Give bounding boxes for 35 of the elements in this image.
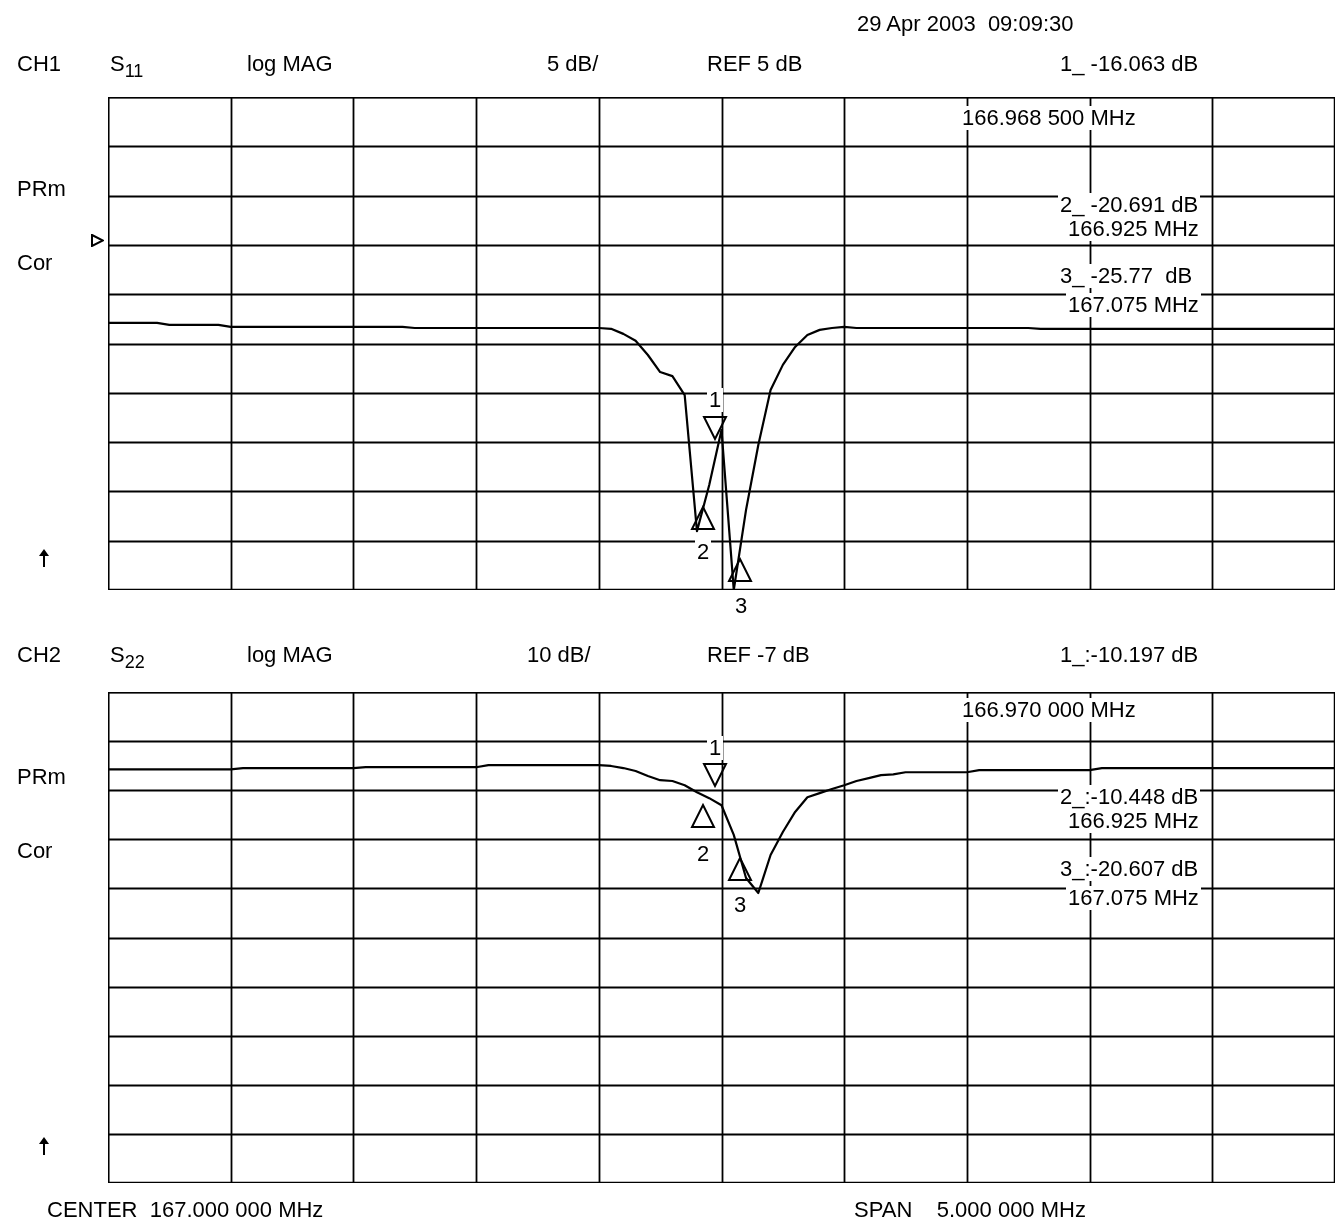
text: 166.925 MHz — [1066, 216, 1201, 241]
text: SPAN 5.000 000 MHz — [852, 1197, 1088, 1222]
text: REF 5 dB — [705, 51, 805, 76]
text: S$_{11}$ — [109, 51, 145, 81]
text: 1 — [707, 735, 724, 760]
text: 2_ -20.691 dB — [1058, 192, 1201, 217]
text: S$_{22}$ — [109, 642, 146, 672]
text: Cor — [15, 250, 55, 275]
text: 5 dB/ — [545, 51, 601, 76]
text: PRm — [15, 176, 68, 201]
annotation: 166.925 MHz — [1066, 808, 1201, 833]
text: 166.968 500 MHz — [960, 105, 1138, 130]
annotation: 3 — [732, 892, 749, 917]
annotation: 2 — [695, 539, 712, 564]
text: 10 dB/ — [525, 642, 593, 667]
text: 167.075 MHz — [1066, 292, 1201, 317]
text: log MAG — [245, 51, 335, 76]
annotation: 2_:-10.448 dB — [1058, 784, 1201, 809]
annotation: 167.075 MHz — [1066, 885, 1201, 910]
text: Cor — [15, 838, 55, 863]
text: 1_ -16.063 dB — [1058, 51, 1201, 76]
text: PRm — [15, 764, 68, 789]
text: log MAG — [245, 642, 335, 667]
annotation: 3_:-20.607 dB — [1058, 856, 1201, 881]
text: 3 — [733, 593, 750, 618]
text: CH2 — [15, 642, 64, 667]
text: 29 Apr 2003 09:09:30 — [855, 11, 1076, 36]
text: 166.970 000 MHz — [960, 697, 1138, 722]
text: REF -7 dB — [705, 642, 812, 667]
text: CH1 — [15, 51, 64, 76]
text: 3_ -25.77 dB — [1058, 263, 1195, 288]
text: CENTER 167.000 000 MHz — [45, 1197, 326, 1222]
annotation: 1 — [707, 387, 724, 412]
text: 1_:-10.197 dB — [1058, 642, 1201, 667]
annotation: 2 — [695, 841, 712, 866]
